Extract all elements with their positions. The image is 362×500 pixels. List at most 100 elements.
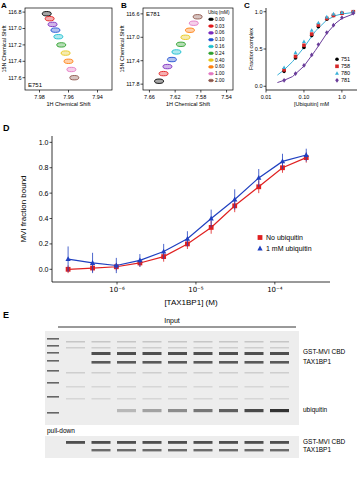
y-tick-label: 116.8	[8, 9, 21, 15]
legend-label: 2.00	[215, 78, 225, 83]
background-band	[194, 372, 213, 374]
legend: Ubiq (mM)0.000.030.060.100.160.240.400.6…	[208, 10, 230, 83]
legend-title: Ubiq (mM)	[208, 10, 230, 15]
tax1bp1-band	[219, 361, 238, 364]
background-band	[245, 372, 264, 374]
tax1bp1-band	[117, 449, 136, 451]
x-axis-label: [TAX1BP1] (M)	[164, 298, 218, 307]
figure: 7.987.967.94116.8117.0117.2117.4117.61H …	[0, 0, 362, 500]
background-band	[245, 341, 264, 343]
y-axis-label: 15N Chemical Shift	[119, 25, 125, 73]
background-band	[194, 341, 213, 343]
background-band	[92, 372, 111, 374]
gst-band	[92, 352, 111, 355]
band-label: TAX1BP1	[303, 358, 331, 365]
x-tick	[303, 90, 304, 93]
data-point	[114, 263, 119, 268]
y-tick	[23, 28, 26, 29]
ladder-band	[47, 412, 59, 414]
x-axis-label: [Ubiquitin] mM	[294, 101, 330, 107]
gst-band	[117, 352, 136, 355]
y-tick	[50, 218, 53, 219]
y-tick	[50, 142, 53, 143]
x-tick-label: 7.96	[63, 94, 74, 100]
legend-label: 0.03	[215, 24, 225, 29]
y-tick-label: 116.6	[126, 11, 139, 17]
background-band	[219, 386, 238, 388]
x-tick-label: 0.01	[261, 94, 272, 100]
axes: 7.987.967.94116.8117.0117.2117.4117.61H …	[1, 1, 112, 107]
legend-label: 751	[341, 56, 350, 62]
y-tick	[23, 12, 26, 13]
fit-curve	[277, 14, 353, 83]
nmr-peak	[172, 50, 181, 54]
ladder-band	[47, 360, 59, 362]
x-tick	[200, 90, 201, 93]
x-tick	[149, 90, 150, 93]
fit-curve	[277, 12, 353, 75]
ubiquitin-band	[194, 409, 213, 412]
x-tick-label: 7.58	[195, 94, 206, 100]
y-tick-label: 0.8	[39, 164, 49, 171]
ubiquitin-band	[219, 409, 238, 412]
panel-letter: D	[3, 123, 10, 133]
legend-label: 780	[341, 70, 350, 76]
ubiquitin-band	[168, 409, 187, 412]
y-tick	[141, 13, 144, 14]
nmr-peak	[42, 12, 51, 16]
x-tick-label: 10⁻⁶	[109, 286, 125, 294]
y-tick	[141, 37, 144, 38]
background-band	[66, 386, 85, 388]
legend-label: 0.10	[215, 37, 225, 42]
axes: 0.010.101.00.00.51.0[Ubiquitin] mMFracti…	[244, 1, 357, 107]
background-band	[270, 386, 289, 388]
background-band	[245, 398, 264, 400]
series-line	[68, 158, 306, 270]
tax1bp1-band	[194, 449, 213, 451]
legend-swatch	[257, 246, 262, 251]
legend-swatch	[209, 25, 214, 28]
axes: 10⁻⁶10⁻⁵10⁻⁴0.00.20.40.60.81.0[TAX1BP1] …	[3, 123, 330, 307]
legend-swatch	[209, 18, 214, 21]
background-band	[219, 372, 238, 374]
y-tick-label: 1.0	[255, 9, 263, 15]
background-band	[92, 398, 111, 400]
gst-band	[219, 441, 238, 444]
band-label: GST-MVI CBD	[303, 438, 346, 445]
background-band	[219, 347, 238, 349]
data-point	[185, 236, 190, 241]
tax1bp1-band	[245, 361, 264, 364]
nmr-peak	[155, 79, 164, 83]
y-tick	[264, 11, 267, 12]
y-tick	[141, 84, 144, 85]
x-tick-label: 7.54	[221, 94, 232, 100]
tax1bp1-band	[270, 449, 289, 451]
legend-label: 1 mM ubiquitin	[266, 245, 312, 253]
data-point	[137, 258, 142, 263]
ladder-band	[47, 396, 59, 398]
tax1bp1-band	[117, 361, 136, 364]
y-tick	[50, 167, 53, 168]
legend-label: 0.60	[215, 64, 225, 69]
nmr-peak	[48, 22, 57, 26]
gst-band	[92, 441, 111, 444]
section-bracket	[58, 327, 296, 328]
nmr-peak	[193, 15, 202, 19]
x-tick-label: 1.0	[338, 94, 346, 100]
ubiquitin-band	[245, 409, 264, 412]
gst-band	[194, 441, 213, 444]
gel-image	[45, 436, 299, 458]
x-axis-label: 1H Chemical Shift	[46, 101, 90, 107]
x-tick	[97, 90, 98, 93]
data-point	[232, 197, 237, 202]
y-tick-label: 117.0	[8, 25, 21, 31]
background-band	[194, 347, 213, 349]
gst-band	[270, 352, 289, 355]
gst-band	[245, 352, 264, 355]
background-band	[66, 398, 85, 400]
legend: No ubiquitin1 mM ubiquitin	[257, 234, 311, 253]
legend-swatch	[209, 59, 214, 62]
y-tick-label: 117.6	[8, 75, 21, 81]
data-point	[294, 51, 298, 55]
gst-band	[143, 352, 162, 355]
